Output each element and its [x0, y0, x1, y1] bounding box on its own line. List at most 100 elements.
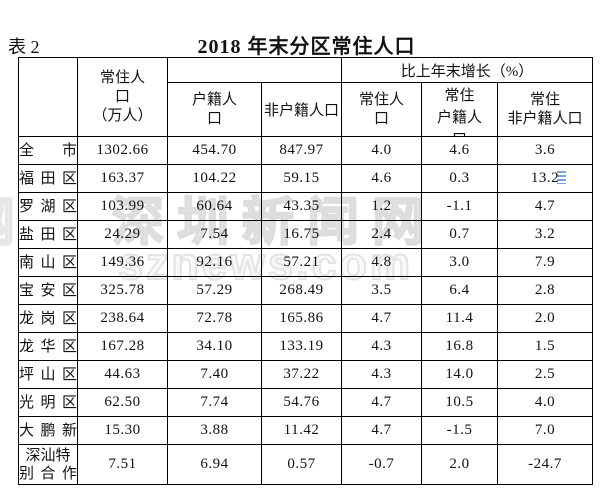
growth-hukou-value: 14.0 [421, 360, 498, 389]
growth-resident-value: 4.6 [341, 164, 422, 193]
growth-non-hukou-value: 4.0 [497, 388, 593, 417]
district-name: 南山区 [18, 248, 78, 277]
non-hukou-value: 133.19 [261, 332, 342, 361]
district-name: 光明区 [18, 388, 78, 417]
page-title: 2018 年末分区常住人口 [197, 36, 416, 58]
growth-resident-value: 1.2 [341, 192, 422, 221]
header-district [18, 57, 78, 137]
header-non-hukou: 非户籍人口 [261, 82, 342, 137]
non-hukou-value: 11.42 [261, 416, 342, 445]
hukou-value: 7.54 [167, 220, 262, 249]
header-hukou: 户籍人 口 [167, 82, 262, 137]
growth-non-hukou-value: 1.5 [497, 332, 593, 361]
hukou-value: 7.74 [167, 388, 262, 417]
hukou-value: 57.29 [167, 276, 262, 305]
table-row: 罗湖区 103.99 60.64 43.35 1.2 -1.1 4.7 [18, 192, 593, 221]
growth-non-hukou-value: 3.2 [497, 220, 593, 249]
header-row-1: 常住人 口 （万人） 比上年末增长（%） [18, 57, 593, 137]
growth-non-hukou-value: 7.0 [497, 416, 593, 445]
header-growth-hukou: 常住 户籍人 口 [421, 82, 498, 137]
growth-non-hukou-value: 3.6 [497, 136, 593, 165]
hukou-value: 104.22 [167, 164, 262, 193]
growth-resident-value: 2.4 [341, 220, 422, 249]
growth-hukou-value: 11.4 [421, 304, 498, 333]
resident-value: 149.36 [77, 248, 168, 277]
non-hukou-value: 0.57 [261, 444, 342, 485]
non-hukou-value: 54.76 [261, 388, 342, 417]
growth-resident-value: 4.3 [341, 360, 422, 389]
district-name: 全市 [18, 136, 78, 165]
resident-value: 44.63 [77, 360, 168, 389]
resident-value: 7.51 [77, 444, 168, 485]
resident-value: 238.64 [77, 304, 168, 333]
non-hukou-value: 268.49 [261, 276, 342, 305]
growth-hukou-value: -1.5 [421, 416, 498, 445]
hukou-value: 60.64 [167, 192, 262, 221]
hukou-value: 7.40 [167, 360, 262, 389]
growth-non-hukou-value: 2.0 [497, 304, 593, 333]
non-hukou-value: 37.22 [261, 360, 342, 389]
non-hukou-value: 43.35 [261, 192, 342, 221]
non-hukou-value: 165.86 [261, 304, 342, 333]
district-name: 坪山区 [18, 360, 78, 389]
resident-value: 1302.66 [77, 136, 168, 165]
table-row: 深汕特别合作 7.51 6.94 0.57 -0.7 2.0 -24.7 [18, 444, 593, 485]
header-growth-resident: 常住人 口 [341, 82, 422, 137]
resident-value: 325.78 [77, 276, 168, 305]
district-name: 大鹏新 [18, 416, 78, 445]
non-hukou-value: 59.15 [261, 164, 342, 193]
growth-resident-value: 4.7 [341, 304, 422, 333]
growth-resident-value: 4.3 [341, 332, 422, 361]
district-name: 盐田区 [18, 220, 78, 249]
growth-non-hukou-value: 4.7 [497, 192, 593, 221]
table-row: 龙华区 167.28 34.10 133.19 4.3 16.8 1.5 [18, 332, 593, 361]
resident-value: 167.28 [77, 332, 168, 361]
resident-value: 15.30 [77, 416, 168, 445]
growth-hukou-value: 10.5 [421, 388, 498, 417]
growth-resident-value: 4.8 [341, 248, 422, 277]
district-name: 罗湖区 [18, 192, 78, 221]
district-name: 龙华区 [18, 332, 78, 361]
growth-non-hukou-value: 2.5 [497, 360, 593, 389]
table-row: 宝安区 325.78 57.29 268.49 3.5 6.4 2.8 [18, 276, 593, 305]
table-row: 坪山区 44.63 7.40 37.22 4.3 14.0 2.5 [18, 360, 593, 389]
non-hukou-value: 57.21 [261, 248, 342, 277]
hukou-value: 72.78 [167, 304, 262, 333]
header-blank-group [167, 57, 342, 83]
district-name: 深汕特别合作 [18, 444, 78, 485]
resident-value: 163.37 [77, 164, 168, 193]
growth-hukou-value: 3.0 [421, 248, 498, 277]
growth-non-hukou-value: 2.8 [497, 276, 593, 305]
growth-resident-value: 4.7 [341, 388, 422, 417]
growth-resident-value: -0.7 [341, 444, 422, 485]
header-resident-pop: 常住人 口 （万人） [77, 57, 168, 137]
growth-hukou-value: 6.4 [421, 276, 498, 305]
growth-hukou-value: 0.3 [421, 164, 498, 193]
growth-hukou-value: 0.7 [421, 220, 498, 249]
district-name: 福田区 [18, 164, 78, 193]
table-row: 大鹏新 15.30 3.88 11.42 4.7 -1.5 7.0 [18, 416, 593, 445]
growth-resident-value: 4.0 [341, 136, 422, 165]
growth-resident-value: 3.5 [341, 276, 422, 305]
table-row: 全市 1302.66 454.70 847.97 4.0 4.6 3.6 [18, 136, 593, 165]
district-name: 宝安区 [18, 276, 78, 305]
growth-non-hukou-value: 13.2 [497, 164, 593, 193]
growth-non-hukou-value: -24.7 [497, 444, 593, 485]
hukou-value: 6.94 [167, 444, 262, 485]
non-hukou-value: 847.97 [261, 136, 342, 165]
watermark-partial-left: 网 [0, 180, 16, 255]
header-growth-non-hukou: 常住 非户籍人口 [497, 82, 593, 137]
growth-hukou-value: 2.0 [421, 444, 498, 485]
table-row: 光明区 62.50 7.74 54.76 4.7 10.5 4.0 [18, 388, 593, 417]
header-growth-hukou-text: 常住 户籍人 口 [436, 88, 482, 136]
table-row: 南山区 149.36 92.16 57.21 4.8 3.0 7.9 [18, 248, 593, 277]
table-row: 福田区 163.37 104.22 59.15 4.6 0.3 13.2 [18, 164, 593, 193]
growth-resident-value: 4.7 [341, 416, 422, 445]
resident-value: 24.29 [77, 220, 168, 249]
hukou-value: 3.88 [167, 416, 262, 445]
resident-value: 103.99 [77, 192, 168, 221]
table-row: 龙岗区 238.64 72.78 165.86 4.7 11.4 2.0 [18, 304, 593, 333]
table-row: 盐田区 24.29 7.54 16.75 2.4 0.7 3.2 [18, 220, 593, 249]
growth-hukou-value: 4.6 [421, 136, 498, 165]
